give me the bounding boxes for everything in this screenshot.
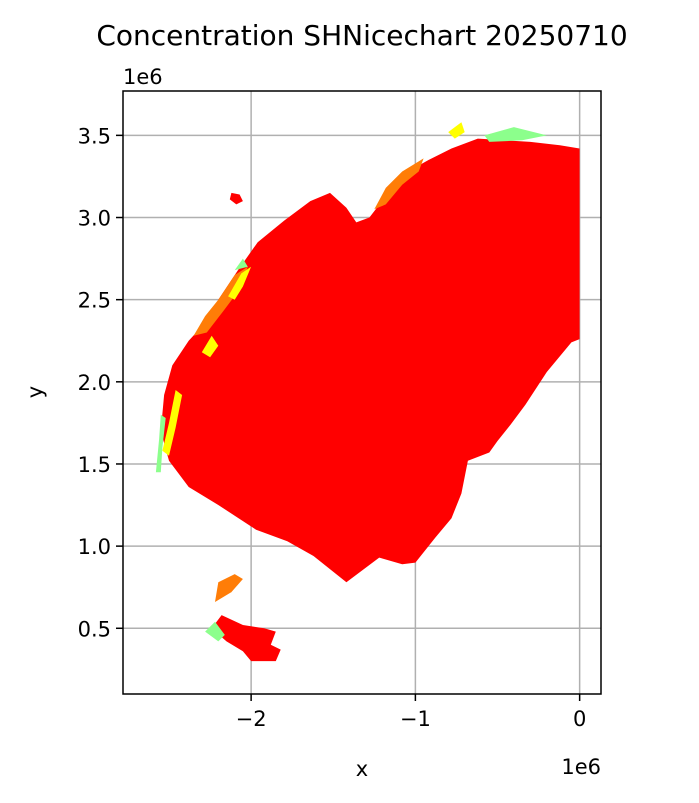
ice-region [155,414,166,473]
y-tick-label: 3.0 [78,207,111,231]
x-axis-label: x [356,757,368,781]
y-tick-label: 0.5 [78,617,111,641]
ice-region [162,390,183,456]
ice-region [228,266,252,300]
y-tick-label: 2.5 [78,289,111,313]
y-scale-label: 1e6 [123,65,163,89]
plot-frame [122,90,602,695]
ice-region [448,122,465,139]
ice-region [193,266,248,336]
chart-title: Concentration SHNicechart 20250710 [96,19,627,52]
ice-region [484,127,547,142]
ice-region [215,574,243,602]
ice-region [160,138,580,583]
x-tick-label: 0 [573,707,586,731]
ice-concentration-regions [155,122,580,662]
ice-region [374,158,424,210]
x-tick-label: −2 [236,707,267,731]
y-axis-label: y [23,386,47,398]
x-scale-label: 1e6 [561,755,601,779]
y-tick-label: 1.0 [78,535,111,559]
ice-region [205,621,225,642]
x-tick-label: −1 [400,707,431,731]
axis-ticks: −2 −1 0 0.5 1.0 1.5 2.0 2.5 3.0 3.5 [78,124,587,731]
y-tick-label: 2.0 [78,371,111,395]
y-tick-label: 1.5 [78,453,111,477]
y-tick-label: 3.5 [78,124,111,148]
ice-region [211,615,281,662]
ice-region [234,258,248,271]
ice-region [229,192,243,205]
ice-region [201,335,219,358]
